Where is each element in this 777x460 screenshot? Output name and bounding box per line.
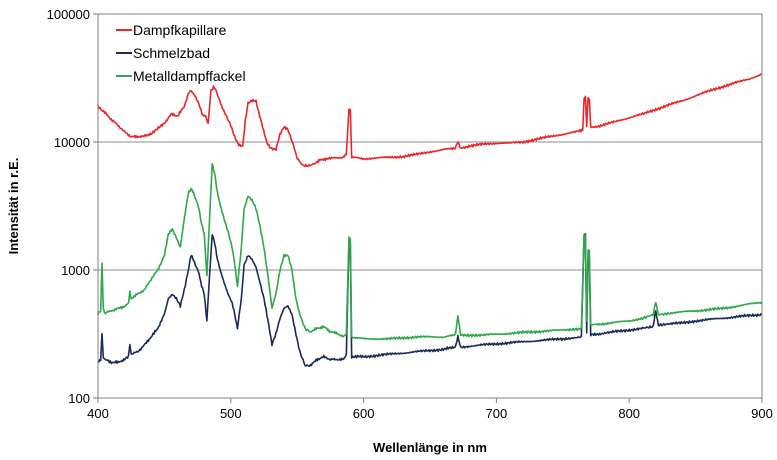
plot-frame: [97, 13, 763, 399]
y-tick-label: 10000: [54, 135, 90, 150]
series-line-1: [97, 73, 763, 168]
y-tick-label: 100: [68, 391, 90, 406]
y-axis-ticks: 100 1000 10000 100000: [47, 7, 98, 406]
series-line-2: [97, 233, 763, 368]
series-lines: [97, 73, 763, 368]
y-tick-label: 100000: [47, 7, 90, 22]
y-tick-label: 1000: [61, 263, 90, 278]
x-axis-title: Wellenlänge in nm: [373, 440, 487, 455]
legend: Dampfkapillare Schmelzbad Metalldampffacke…: [116, 22, 246, 84]
series-line-3: [97, 162, 763, 341]
x-axis-ticks: 400 500 600 700 800 900: [87, 398, 773, 421]
legend-label: Dampfkapillare: [133, 22, 227, 38]
x-tick-label: 400: [87, 406, 109, 421]
x-tick-label: 800: [618, 406, 640, 421]
x-tick-label: 600: [353, 406, 375, 421]
x-tick-label: 700: [486, 406, 508, 421]
y-axis-title: Intensität in r.E.: [6, 158, 21, 255]
x-tick-label: 500: [220, 406, 242, 421]
legend-label: Schmelzbad: [133, 45, 210, 61]
x-tick-label: 900: [751, 406, 773, 421]
legend-label: Metalldampffackel: [133, 68, 246, 84]
